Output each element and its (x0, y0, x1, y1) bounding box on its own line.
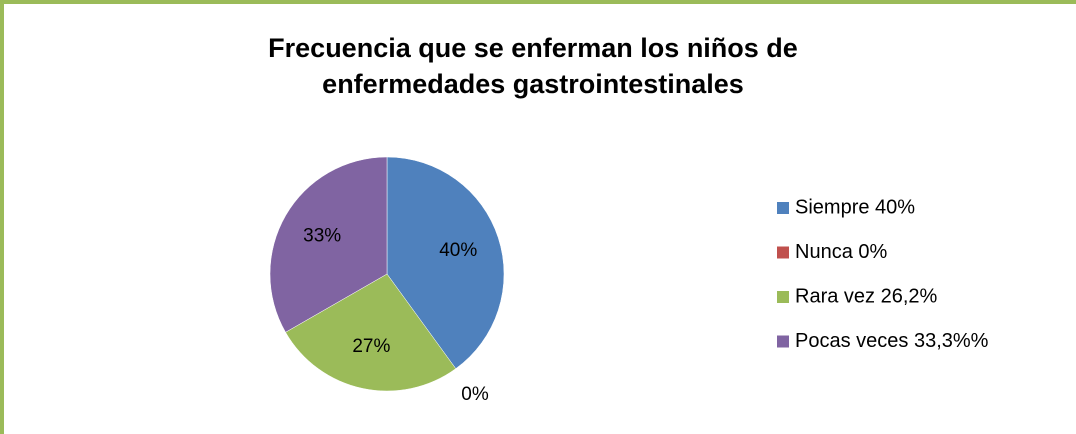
data-label: 27% (352, 336, 390, 357)
legend-swatch (777, 291, 789, 303)
data-label: 33% (303, 226, 341, 247)
data-label: 0% (461, 384, 489, 405)
legend-swatch (777, 246, 789, 259)
legend-label: Siempre 40% (795, 196, 915, 218)
legend-label: Nunca 0% (795, 241, 887, 263)
frame-left (0, 0, 4, 434)
chart-title: enfermedades gastrointestinales (322, 69, 744, 99)
data-label: 40% (439, 240, 477, 261)
legend-swatch (777, 202, 789, 214)
legend-swatch (777, 335, 789, 348)
frame-top (0, 0, 1076, 4)
pie-slice (386, 156, 505, 370)
legend-label: Rara vez 26,2% (795, 285, 938, 307)
legend-label: Pocas veces 33,3%% (795, 330, 989, 352)
pie-slice (285, 273, 457, 392)
chart-title: Frecuencia que se enferman los niños de (268, 33, 798, 63)
pie-slice (269, 156, 388, 333)
